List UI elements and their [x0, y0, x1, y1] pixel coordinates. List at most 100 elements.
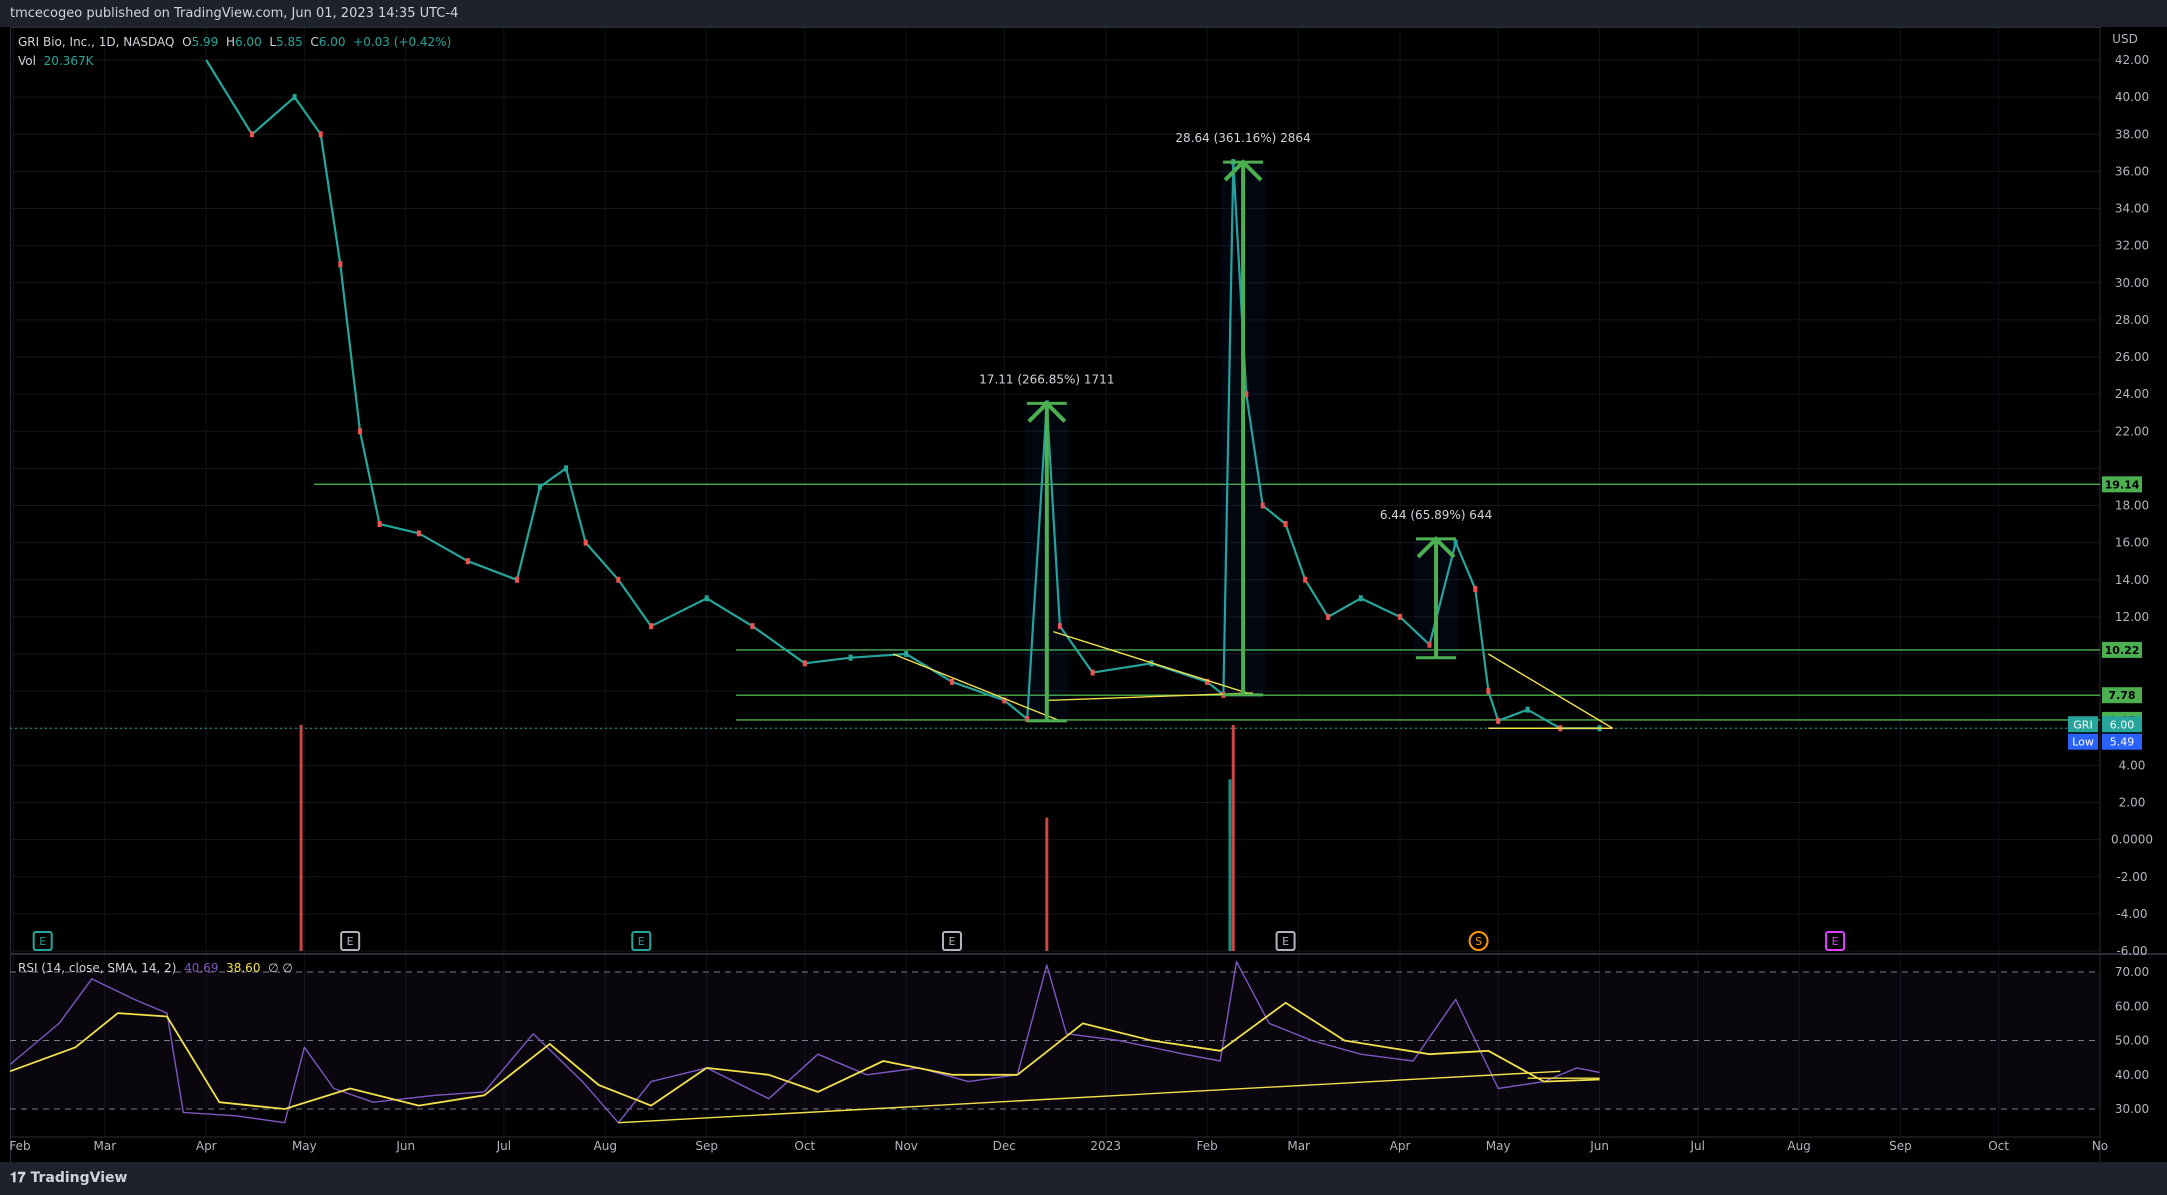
level-price-text: 10.22	[2105, 644, 2140, 657]
candle	[649, 623, 654, 630]
candle	[338, 261, 343, 268]
event-marker-letter: S	[1475, 935, 1482, 948]
y-tick-label: 14.00	[2115, 573, 2149, 587]
y-tick-label: 26.00	[2115, 350, 2149, 364]
level-price-text: 7.78	[2108, 689, 2135, 702]
x-tick-label: Apr	[1390, 1139, 1411, 1153]
rsi-trend-line	[618, 1070, 1561, 1124]
x-tick-label: Aug	[1787, 1139, 1810, 1153]
candle	[1473, 586, 1478, 593]
event-marker	[1468, 931, 1489, 951]
x-tick-label: Jun	[395, 1139, 415, 1153]
candle	[750, 623, 755, 630]
price-tag-label: GRI	[2073, 718, 2092, 731]
x-tick-label: No	[2092, 1139, 2108, 1153]
level-price-text: 19.14	[2105, 478, 2140, 491]
tradingview-logo[interactable]: 𝟏𝟕 TradingView	[10, 1162, 127, 1195]
candle	[1427, 641, 1432, 648]
y-tick-label: 22.00	[2115, 424, 2149, 438]
price-tag-label-bg	[2068, 733, 2098, 750]
volume-bar	[299, 725, 303, 951]
event-marker-letter: E	[948, 935, 955, 948]
volume-bar	[1045, 817, 1049, 951]
rsi-series-rsi	[9, 961, 1600, 1124]
event-marker	[941, 931, 962, 951]
rsi-y-tick-label: 30.00	[2115, 1102, 2149, 1116]
y-tick-label: 12.00	[2115, 610, 2149, 624]
candle	[357, 428, 362, 435]
candle	[1453, 539, 1458, 546]
rsi-series-sma	[9, 1001, 1600, 1110]
price-tag-bg	[2102, 733, 2142, 750]
y-tick-label: 4.00	[2119, 758, 2146, 772]
x-tick-label: Sep	[695, 1139, 718, 1153]
level-price-tag	[2102, 641, 2142, 658]
currency-label: USD	[2112, 32, 2138, 46]
price-tag-bg	[2102, 716, 2142, 733]
x-tick-label: Apr	[196, 1139, 217, 1153]
x-tick-label: Feb	[1196, 1139, 1217, 1153]
x-tick-label: Sep	[1889, 1139, 1912, 1153]
trend-line	[1488, 653, 1614, 729]
rsi-y-tick-label: 50.00	[2115, 1034, 2149, 1048]
y-tick-label: 28.00	[2115, 313, 2149, 327]
measure-label: 6.44 (65.89%) 644	[1380, 508, 1492, 522]
event-marker	[340, 931, 361, 951]
candle	[318, 131, 323, 138]
measure-label: 17.11 (266.85%) 1711	[979, 372, 1114, 386]
trend-line	[892, 653, 1061, 722]
rsi-y-tick-label: 70.00	[2115, 965, 2149, 979]
x-tick-label: Jul	[1689, 1139, 1704, 1153]
open-label: O	[182, 35, 192, 49]
trend-line	[1053, 631, 1254, 696]
x-tick-label: Jul	[496, 1139, 511, 1153]
tv-icon: 𝟏𝟕	[10, 1170, 31, 1186]
trend-line	[1046, 692, 1253, 702]
price-tag-label-bg	[2068, 716, 2098, 733]
y-tick-label: 32.00	[2115, 239, 2149, 253]
event-marker-letter: E	[1832, 935, 1839, 948]
rsi-value: 40.69	[184, 961, 219, 975]
event-marker	[631, 931, 652, 951]
change-value: +0.03 (+0.42%)	[353, 35, 452, 49]
candle	[1260, 502, 1265, 509]
measure-label: 28.64 (361.16%) 2864	[1175, 131, 1310, 145]
low-label: L	[269, 35, 277, 49]
candle	[616, 576, 621, 583]
candle	[1303, 576, 1308, 583]
y-tick-label: 40.00	[2115, 90, 2149, 104]
candle	[949, 678, 954, 685]
volume-value: 20.367K	[43, 54, 94, 68]
y-tick-label: 16.00	[2115, 536, 2149, 550]
event-marker	[1825, 931, 1846, 951]
candle	[1326, 613, 1331, 620]
candle	[1090, 669, 1095, 676]
candle	[1283, 521, 1288, 528]
y-tick-label: 42.00	[2115, 53, 2149, 67]
x-tick-label: Oct	[1988, 1139, 2009, 1153]
candle	[564, 465, 569, 472]
close-label: C	[310, 35, 319, 49]
candle	[1057, 623, 1062, 630]
candle	[1244, 391, 1249, 398]
open-value: 5.99	[191, 35, 219, 49]
candle	[416, 530, 421, 537]
footer-bar: 𝟏𝟕 TradingView	[0, 1162, 2167, 1195]
y-tick-label: 18.00	[2115, 499, 2149, 513]
candle	[1496, 717, 1501, 724]
chart-frame	[10, 27, 2101, 1163]
brand-text: TradingView	[30, 1170, 128, 1186]
candle	[904, 651, 909, 657]
y-tick-label: -2.00	[2116, 870, 2147, 884]
close-value: 6.00	[318, 35, 346, 49]
y-tick-label: 30.00	[2115, 276, 2149, 290]
x-tick-label: Mar	[1287, 1139, 1310, 1153]
volume-bar	[1228, 779, 1232, 951]
candle	[377, 521, 382, 528]
main-legend: GRI Bio, Inc., 1D, NASDAQ O5.99 H6.00 L5…	[18, 33, 451, 71]
x-tick-label: Jun	[1589, 1139, 1609, 1153]
candle	[1525, 706, 1530, 713]
rsi-sma-value: 38.60	[226, 961, 261, 975]
x-tick-label: 2023	[1090, 1139, 1121, 1153]
